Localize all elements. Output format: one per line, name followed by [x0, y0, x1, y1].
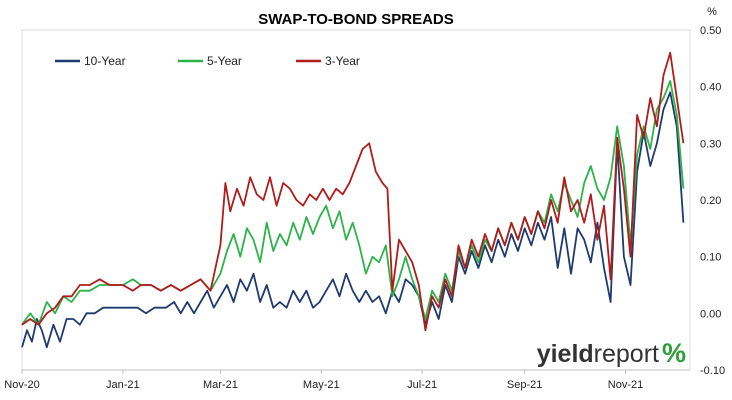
series-line-3-year	[21, 51, 685, 332]
logo-wordmark: yieldreport%	[537, 338, 686, 368]
logo-part-report: report	[594, 340, 659, 368]
legend: 10-Year 5-Year 3-Year	[55, 54, 360, 68]
x-tick-label: Sep-21	[507, 379, 542, 391]
y-tick-label: 0.20	[700, 195, 721, 207]
yieldreport-logo: yieldreport%	[537, 338, 686, 368]
x-tick-label: Nov-20	[4, 379, 39, 391]
series-line-10-year	[21, 91, 685, 349]
y-axis: 0.50 0.40 0.30 0.20 0.10 0.00 -0.10	[700, 25, 725, 377]
legend-label: 10-Year	[84, 54, 126, 68]
x-tick-label: Nov-21	[608, 379, 643, 391]
logo-part-yield: yield	[537, 340, 594, 368]
x-axis: Nov-20 Jan-21 Mar-21 May-21 Jul-21 Sep-21 Nov-…	[4, 370, 643, 391]
legend-label: 5-Year	[207, 54, 242, 68]
y-tick-label: 0.30	[700, 138, 721, 150]
y-tick-label: 0.50	[700, 25, 721, 37]
x-tick-label: Mar-21	[203, 379, 238, 391]
x-tick-label: May-21	[303, 379, 340, 391]
legend-label: 3-Year	[325, 54, 360, 68]
series-layer	[21, 51, 685, 349]
y-axis-unit: %	[707, 6, 717, 18]
y-tick-label: -0.10	[700, 365, 725, 377]
y-tick-label: 0.00	[700, 308, 721, 320]
logo-percent-symbol: %	[662, 338, 686, 368]
chart-title: SWAP-TO-BOND SPREADS	[258, 11, 454, 28]
y-tick-label: 0.40	[700, 82, 721, 94]
x-tick-label: Jan-21	[106, 379, 140, 391]
y-tick-label: 0.10	[700, 252, 721, 264]
series-line-5-year	[21, 80, 685, 326]
x-tick-label: Jul-21	[407, 379, 437, 391]
